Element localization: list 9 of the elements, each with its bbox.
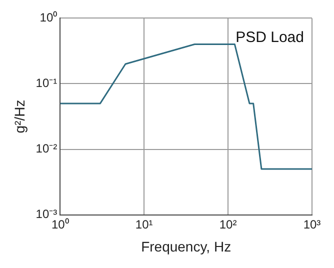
y-axis-title: g²/Hz — [11, 100, 28, 134]
annotation: PSD Load — [236, 28, 304, 46]
x-tick-label: 10² — [219, 217, 237, 232]
x-tick-label: 10³ — [303, 217, 321, 232]
y-tick-label: 10⁻² — [36, 142, 58, 156]
y-tick-label: 10⁰ — [40, 10, 58, 25]
x-tick-label: 10¹ — [135, 217, 153, 232]
y-tick-label: 10⁻¹ — [36, 76, 58, 90]
x-axis-title: Frequency, Hz — [141, 238, 232, 254]
